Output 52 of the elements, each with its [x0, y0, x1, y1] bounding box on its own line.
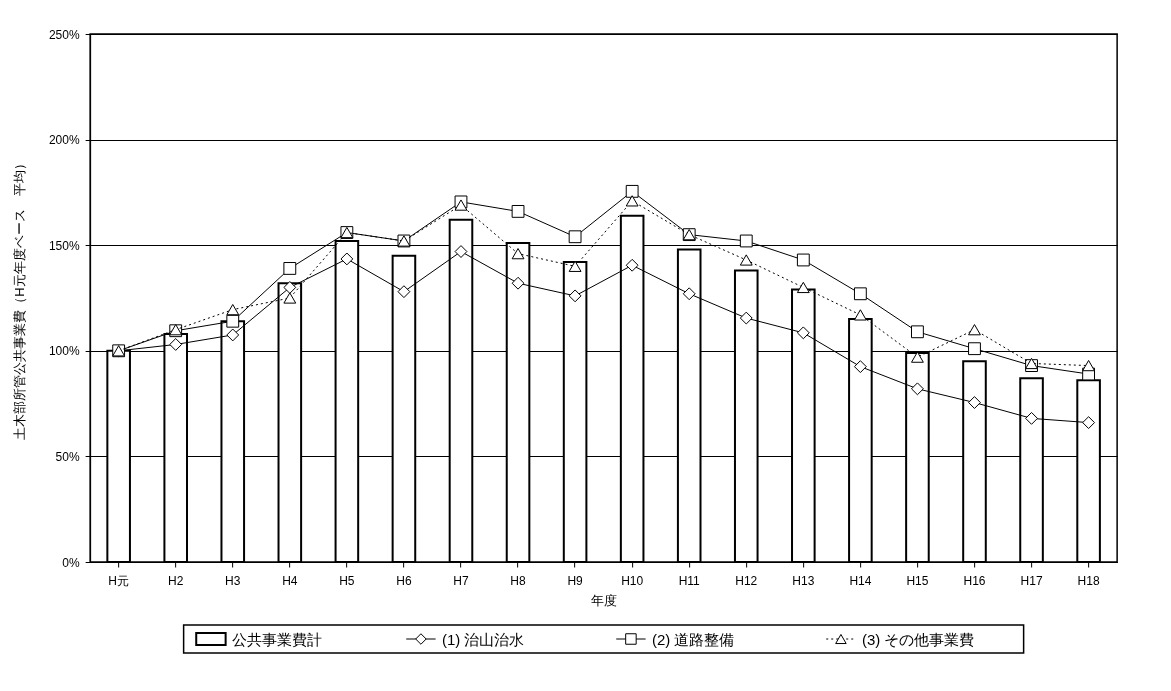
point	[283, 292, 297, 304]
point	[911, 351, 924, 363]
point	[625, 184, 639, 198]
x-tick-label: H16	[963, 573, 986, 588]
legend-label: (3) その他事業費	[861, 631, 975, 648]
x-tick-label: H15	[906, 573, 929, 588]
point	[968, 342, 981, 356]
y-tick-label: 150%	[48, 238, 80, 253]
point	[739, 234, 753, 248]
point	[226, 303, 240, 316]
point	[853, 287, 867, 301]
point	[739, 254, 753, 266]
legend-label: (1) 治山治水	[441, 631, 525, 648]
y-tick-label: 100%	[48, 344, 80, 359]
x-tick-label: H12	[735, 573, 758, 588]
legend-label: (2) 道路整備	[651, 631, 735, 648]
legend-label: 公共事業費計	[231, 631, 322, 648]
point	[568, 230, 582, 244]
x-axis-title: 年度	[591, 592, 618, 608]
x-tick-label: H元	[108, 573, 129, 588]
x-tick-label: H17	[1020, 573, 1043, 588]
x-tick-label: H13	[792, 573, 815, 588]
point	[511, 204, 525, 218]
x-tick-label: H10	[621, 573, 644, 588]
x-tick-label: H9	[567, 573, 584, 588]
point	[911, 325, 924, 339]
point	[226, 314, 240, 328]
point	[968, 324, 981, 336]
x-tick-label: H18	[1077, 573, 1100, 588]
y-tick-label: 0%	[62, 555, 80, 570]
x-tick-label: H8	[510, 573, 527, 588]
x-tick-label: H2	[168, 573, 184, 588]
x-tick-label: H6	[396, 573, 412, 588]
x-tick-label: H11	[678, 573, 701, 588]
point	[511, 248, 525, 260]
x-tick-label: H3	[225, 573, 241, 588]
x-tick-label: H4	[282, 573, 298, 588]
point	[853, 309, 867, 321]
point	[454, 199, 468, 211]
point	[283, 262, 297, 275]
y-tick-label: 200%	[48, 133, 80, 148]
y-axis-title: 土木部所管公共事業費（H元年度ベース 平均）	[11, 157, 27, 440]
x-tick-label: H7	[453, 573, 469, 588]
point	[796, 253, 810, 267]
y-tick-label: 250%	[48, 27, 80, 42]
x-tick-label: H5	[339, 573, 355, 588]
point	[568, 260, 582, 272]
point	[796, 281, 810, 294]
y-tick-label: 50%	[55, 449, 80, 464]
point	[1082, 359, 1096, 372]
x-tick-label: H14	[849, 573, 872, 588]
point	[625, 195, 639, 207]
